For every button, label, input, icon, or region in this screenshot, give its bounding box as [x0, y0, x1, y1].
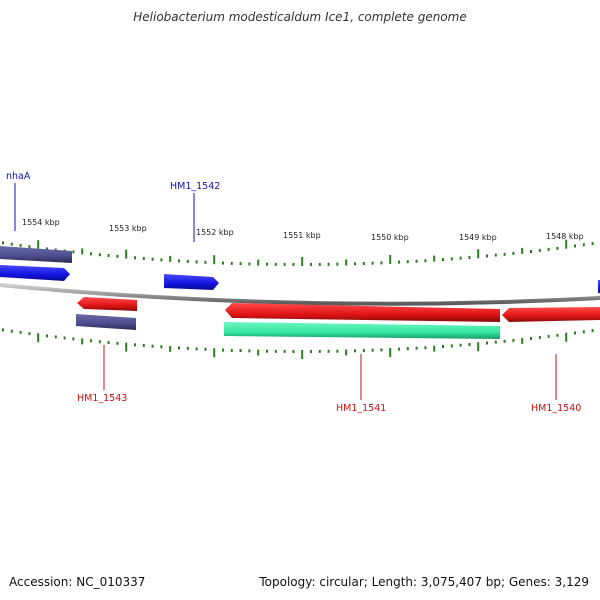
kbp-label-1554: 1554 kbp: [22, 218, 60, 227]
gene-label-hm1-1540[interactable]: HM1_1540: [531, 403, 581, 414]
map-title: Heliobacterium modesticaldum Ice1, compl…: [133, 10, 467, 24]
accession-text: Accession: NC_010337: [9, 575, 146, 589]
gene-forward-left[interactable]: [0, 265, 70, 281]
rna-hm1-1541[interactable]: [224, 322, 500, 339]
gene-hm1-1542[interactable]: [164, 274, 219, 290]
gene-label-hm1-1542[interactable]: HM1_1542: [170, 181, 220, 192]
kbp-label-1548: 1548 kbp: [546, 232, 584, 241]
topology-summary: Topology: circular; Length: 3,075,407 bp…: [259, 575, 589, 589]
gene-label-hm1-1541[interactable]: HM1_1541: [336, 403, 386, 414]
feature-hm1-1543-other[interactable]: [76, 314, 136, 330]
feature-nhaA[interactable]: [0, 246, 72, 263]
gene-hm1-1540[interactable]: [502, 307, 600, 322]
gene-label-hm1-1543[interactable]: HM1_1543: [77, 393, 127, 404]
gene-label-nhaA[interactable]: nhaA: [6, 171, 31, 182]
kbp-label-1551: 1551 kbp: [283, 231, 321, 240]
genome-backbone: [0, 283, 600, 306]
kbp-label-1552: 1552 kbp: [196, 228, 234, 237]
kbp-label-1550: 1550 kbp: [371, 233, 409, 242]
gene-hm1-1541[interactable]: [225, 303, 500, 322]
kbp-label-1553: 1553 kbp: [109, 224, 147, 233]
tick-row-bottom: [2, 328, 594, 359]
gene-hm1-1543[interactable]: [77, 297, 137, 311]
tick-row-top: [2, 239, 594, 266]
kbp-label-1549: 1549 kbp: [459, 233, 497, 242]
